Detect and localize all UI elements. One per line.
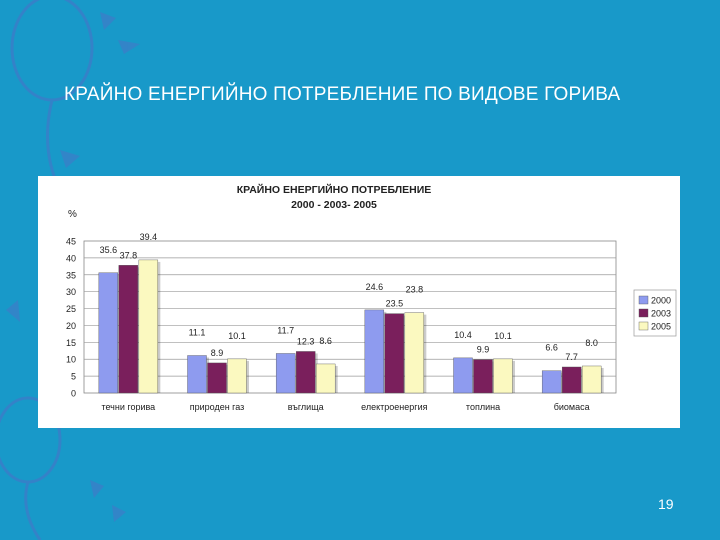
data-label: 39.4 bbox=[140, 232, 158, 242]
x-tick-label: биомаса bbox=[554, 402, 590, 412]
y-tick-label: 5 bbox=[71, 372, 76, 382]
data-label: 10.1 bbox=[494, 331, 512, 341]
bar bbox=[581, 365, 602, 394]
chart-title: КРАЙНО ЕНЕРГИЙНО ПОТРЕБЛЕНИЕ bbox=[237, 183, 432, 196]
data-label: 35.6 bbox=[100, 245, 118, 255]
bar bbox=[384, 313, 405, 394]
data-label: 11.7 bbox=[277, 325, 294, 335]
legend-entry: 2005 bbox=[651, 322, 671, 332]
data-label: 23.5 bbox=[386, 299, 404, 309]
y-tick-label: 25 bbox=[66, 304, 76, 314]
bar-shadow bbox=[512, 360, 515, 393]
y-tick-label: 35 bbox=[66, 270, 76, 280]
data-label: 8.0 bbox=[585, 338, 598, 348]
bar bbox=[541, 370, 562, 394]
bar-shadow bbox=[157, 261, 161, 393]
y-tick-label: 0 bbox=[71, 389, 76, 399]
data-label: 23.8 bbox=[406, 285, 424, 295]
x-tick-label: природен газ bbox=[190, 402, 245, 412]
chart-panel: КРАЙНО ЕНЕРГИЙНО ПОТРЕБЛЕНИЕ 2000 - 2003… bbox=[38, 176, 680, 428]
legend-swatch bbox=[638, 308, 649, 318]
data-label: 8.9 bbox=[211, 348, 224, 358]
x-tick-label: течни горива bbox=[101, 402, 155, 412]
bar bbox=[473, 359, 493, 394]
data-label: 10.4 bbox=[454, 330, 472, 340]
bar bbox=[98, 272, 119, 394]
bar bbox=[275, 353, 296, 394]
y-tick-label: 20 bbox=[66, 321, 76, 331]
legend-entry: 2000 bbox=[651, 296, 671, 306]
bar bbox=[227, 358, 247, 394]
data-label: 24.6 bbox=[366, 282, 384, 292]
bar bbox=[364, 309, 385, 394]
y-tick-label: 45 bbox=[66, 237, 76, 247]
bar bbox=[187, 355, 207, 394]
bar-chart: КРАЙНО ЕНЕРГИЙНО ПОТРЕБЛЕНИЕ 2000 - 2003… bbox=[66, 183, 677, 412]
x-tick-label: въглища bbox=[288, 402, 324, 412]
page-number: 19 bbox=[658, 496, 674, 512]
data-label: 6.6 bbox=[545, 343, 558, 353]
data-label: 11.1 bbox=[189, 328, 206, 338]
data-label: 37.8 bbox=[120, 250, 138, 260]
bar-shadow bbox=[601, 367, 604, 393]
bar bbox=[138, 259, 159, 394]
bar bbox=[315, 363, 336, 394]
y-tick-label: 15 bbox=[66, 338, 76, 348]
x-tick-label: топлина bbox=[466, 402, 500, 412]
bar bbox=[453, 357, 473, 394]
bar bbox=[493, 358, 513, 394]
bar bbox=[561, 366, 582, 394]
data-label: 10.1 bbox=[228, 331, 246, 341]
bar bbox=[118, 265, 139, 394]
bar-shadow bbox=[246, 360, 249, 393]
y-tick-label: 10 bbox=[66, 355, 76, 365]
y-tick-label: 40 bbox=[66, 253, 76, 263]
y-axis-label: % bbox=[68, 209, 77, 220]
bar-shadow bbox=[423, 314, 427, 393]
data-label: 9.9 bbox=[477, 345, 490, 355]
plot-area bbox=[83, 240, 617, 394]
legend-swatch bbox=[638, 321, 649, 331]
legend-entry: 2003 bbox=[651, 309, 671, 319]
x-tick-label: електроенергия bbox=[361, 402, 427, 412]
legend-swatch bbox=[638, 295, 649, 305]
bar bbox=[295, 351, 316, 394]
slide-title: КРАЙНО ЕНЕРГИЙНО ПОТРЕБЛЕНИЕ ПО ВИДОВЕ Г… bbox=[64, 84, 621, 105]
bar bbox=[207, 362, 227, 394]
chart-subtitle: 2000 - 2003- 2005 bbox=[291, 199, 377, 211]
data-label: 7.7 bbox=[565, 352, 578, 362]
bar bbox=[404, 312, 425, 394]
data-label: 8.6 bbox=[319, 336, 332, 346]
bar-shadow bbox=[335, 365, 338, 393]
data-label: 12.3 bbox=[297, 336, 315, 346]
y-tick-label: 30 bbox=[66, 287, 76, 297]
